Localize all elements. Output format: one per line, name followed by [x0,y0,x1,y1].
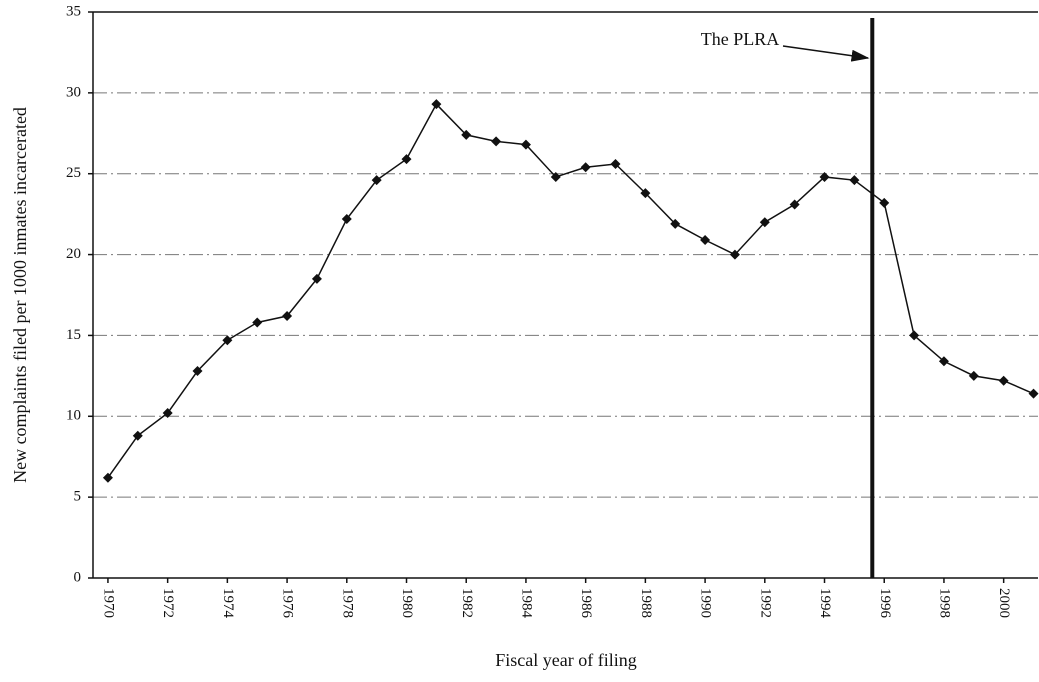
x-tick-label: 1988 [638,588,654,618]
point [700,235,711,246]
point [789,199,800,210]
point [162,408,173,419]
x-tick-label: 1990 [698,588,714,618]
y-tick-label: 25 [66,165,81,181]
y-tick-label: 15 [66,327,81,343]
x-axis-label: Fiscal year of filing [495,650,636,670]
x-tick-label: 1976 [280,588,296,619]
y-tick-label: 20 [66,246,81,262]
x-tick-label: 1982 [459,588,475,618]
point [550,171,561,182]
x-tick-label: 1984 [519,588,535,619]
point [729,249,740,260]
y-axis-label: New complaints filed per 1000 inmates in… [10,107,30,483]
point [102,472,113,483]
y-tick-label: 35 [66,3,81,19]
point [252,317,263,328]
y-tick-label: 0 [74,569,82,585]
x-tick-label: 1980 [399,588,415,618]
y-tick-label: 30 [66,84,81,100]
line [107,102,1034,479]
x-tick-label: 1974 [220,588,236,619]
point [670,218,681,229]
point [640,188,651,199]
annotation-arrow [782,45,870,62]
x-tick-label: 1996 [877,588,893,619]
x-tick-label: 1992 [757,588,773,618]
point [192,366,203,377]
point [401,154,412,165]
point [580,162,591,173]
x-tick-label: 1998 [937,588,953,618]
x-tick-label: 2000 [996,588,1012,618]
point [520,139,531,150]
point [132,430,143,441]
point [819,171,830,182]
point [222,335,233,346]
point [968,370,979,381]
point [311,273,322,284]
x-tick-label: 1972 [160,588,176,618]
point [461,129,472,140]
point [938,356,949,367]
y-tick-label: 10 [66,408,81,424]
point [610,159,621,170]
point [491,136,502,147]
point [371,175,382,186]
point [909,330,920,341]
x-tick-label: 1970 [100,588,116,618]
point [282,311,293,322]
y-tick-label: 5 [74,489,82,505]
point [341,213,352,224]
point [1028,388,1039,399]
point [849,175,860,186]
annotation-label: The PLRA [701,29,780,49]
x-tick-label: 1978 [339,588,355,618]
point [998,375,1009,386]
point [879,197,890,208]
x-tick-label: 1986 [578,588,594,619]
point [431,99,442,110]
x-tick-label: 1994 [817,588,833,619]
point [759,217,770,228]
